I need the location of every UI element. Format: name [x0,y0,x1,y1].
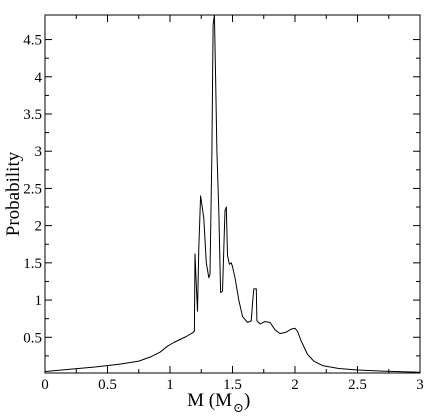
y-tick-label: 1 [35,293,43,309]
y-axis-label: Probability [3,151,24,236]
x-tick-label: 0.5 [98,377,117,393]
x-tick-label: 1.5 [223,377,242,393]
y-tick-label: 0.5 [23,330,42,346]
x-tick-label: 0 [41,377,49,393]
x-tick-label: 1 [166,377,174,393]
y-tick-label: 2 [35,219,43,235]
y-tick-label: 3 [35,144,43,160]
probability-curve [44,14,421,373]
y-axis-ticks: 0.5 1 1.5 2 2.5 3 3.5 4 4.5 [23,33,420,357]
x-tick-label: 2 [291,377,299,393]
y-tick-label: 4 [35,70,43,86]
x-axis-label: M (M [187,390,232,411]
x-axis-ticks: 0 0.5 1 1.5 2 2.5 3 [41,15,424,393]
x-axis-label-subscript: ⊙ [233,400,244,415]
y-tick-label: 4.5 [23,33,42,49]
plot-frame [44,14,421,374]
x-tick-label: 3 [416,377,424,393]
y-tick-label: 2.5 [23,181,42,197]
x-axis-label-close: ) [244,390,250,411]
y-tick-label: 3.5 [23,107,42,123]
curve-layer [44,14,421,373]
x-tick-label: 2.5 [348,377,367,393]
y-tick-label: 1.5 [23,256,42,272]
